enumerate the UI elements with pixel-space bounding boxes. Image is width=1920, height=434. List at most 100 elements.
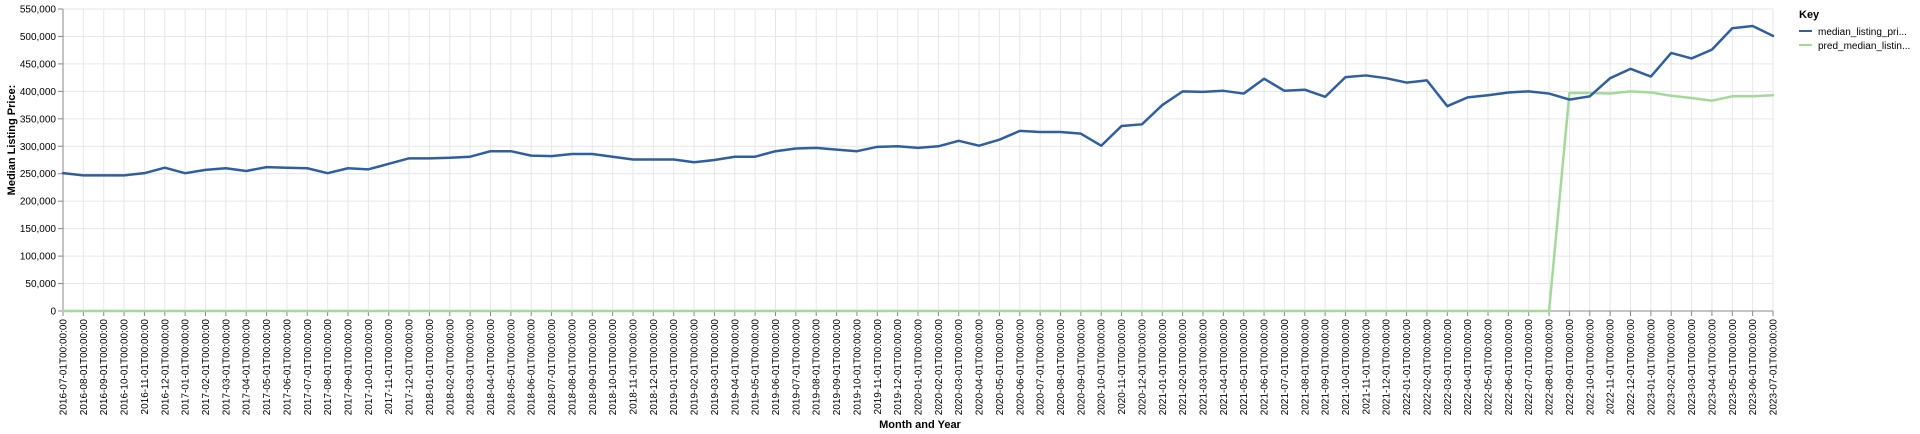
x-tick-label: 2019-12-01T00:00:00 [893,319,904,416]
x-tick-label: 2016-08-01T00:00:00 [79,319,90,416]
x-tick-label: 2021-04-01T00:00:00 [1219,319,1230,416]
x-tick-label: 2022-05-01T00:00:00 [1484,319,1495,416]
x-tick-label: 2019-09-01T00:00:00 [832,319,843,416]
x-tick-label: 2023-05-01T00:00:00 [1728,319,1739,416]
x-tick-label: 2018-03-01T00:00:00 [466,319,477,416]
x-tick-label: 2022-06-01T00:00:00 [1504,319,1515,416]
legend-label-median: median_listing_pri... [1818,27,1907,38]
x-tick-label: 2016-11-01T00:00:00 [140,319,151,415]
x-tick-label: 2021-05-01T00:00:00 [1239,319,1250,416]
x-tick-label: 2021-12-01T00:00:00 [1382,319,1393,416]
x-axis-title: Month and Year [879,419,961,431]
x-tick-label: 2023-04-01T00:00:00 [1707,319,1718,416]
x-tick-label: 2018-05-01T00:00:00 [506,319,517,416]
x-tick-label: 2017-07-01T00:00:00 [303,319,314,416]
x-tick-label: 2023-07-01T00:00:00 [1769,319,1780,416]
x-tick-label: 2022-02-01T00:00:00 [1422,319,1433,416]
x-tick-label: 2021-01-01T00:00:00 [1158,319,1169,416]
grid-layer [62,8,1774,312]
x-tick-label: 2017-12-01T00:00:00 [405,319,416,416]
x-tick-label: 2016-10-01T00:00:00 [120,319,131,416]
x-tick-label: 2016-07-01T00:00:00 [59,319,70,416]
x-tick-label: 2022-10-01T00:00:00 [1585,319,1596,416]
x-tick-label: 2020-02-01T00:00:00 [934,319,945,416]
legend: Key median_listing_pri... pred_median_li… [1799,9,1910,52]
series-layer [61,24,1775,313]
x-tick-label: 2020-11-01T00:00:00 [1117,319,1128,415]
x-tick-label: 2019-08-01T00:00:00 [812,319,823,416]
x-tick-label: 2021-11-01T00:00:00 [1361,319,1372,415]
x-tick-label: 2022-03-01T00:00:00 [1443,319,1454,416]
x-tick-label: 2020-12-01T00:00:00 [1137,319,1148,416]
y-tick-label: 400,000 [20,87,57,98]
x-tick-label: 2017-02-01T00:00:00 [201,319,212,416]
x-tick-label: 2021-03-01T00:00:00 [1199,319,1210,416]
x-tick-label: 2017-11-01T00:00:00 [384,319,395,415]
x-tick-label: 2018-02-01T00:00:00 [445,319,456,416]
x-tick-label: 2019-10-01T00:00:00 [852,319,863,416]
y-tick-label: 100,000 [20,252,57,263]
x-tick-label: 2017-08-01T00:00:00 [323,319,334,416]
y-tick-label: 50,000 [25,279,56,290]
legend-title: Key [1799,9,1820,21]
x-tick-label: 2020-06-01T00:00:00 [1015,319,1026,416]
x-tick-label: 2020-03-01T00:00:00 [954,319,965,416]
x-tick-label: 2023-03-01T00:00:00 [1687,319,1698,416]
x-tick-label: 2021-08-01T00:00:00 [1300,319,1311,416]
x-tick-label: 2018-08-01T00:00:00 [567,319,578,416]
x-tick-label: 2018-12-01T00:00:00 [649,319,660,416]
x-tick-label: 2019-07-01T00:00:00 [791,319,802,416]
x-tick-label: 2018-11-01T00:00:00 [629,319,640,415]
x-tick-label: 2022-07-01T00:00:00 [1524,319,1535,416]
x-tick-label: 2019-04-01T00:00:00 [730,319,741,416]
x-tick-label: 2021-09-01T00:00:00 [1321,319,1332,416]
x-tick-label: 2017-01-01T00:00:00 [181,319,192,416]
x-tick-label: 2020-01-01T00:00:00 [914,319,925,416]
x-tick-label: 2018-10-01T00:00:00 [608,319,619,416]
x-tick-label: 2018-07-01T00:00:00 [547,319,558,416]
y-tick-label: 350,000 [20,114,57,125]
x-tick-label: 2017-10-01T00:00:00 [364,319,375,416]
y-tick-label: 300,000 [20,142,57,153]
x-tick-label: 2019-06-01T00:00:00 [771,319,782,416]
x-tick-label: 2018-04-01T00:00:00 [486,319,497,416]
x-tick-label: 2021-06-01T00:00:00 [1260,319,1271,416]
y-tick-label: 200,000 [20,197,57,208]
x-tick-label: 2019-03-01T00:00:00 [710,319,721,416]
x-tick-label: 2020-07-01T00:00:00 [1036,319,1047,416]
x-tick-label: 2017-06-01T00:00:00 [282,319,293,416]
x-tick-label: 2019-01-01T00:00:00 [669,319,680,416]
x-tick-label: 2022-11-01T00:00:00 [1606,319,1617,415]
x-tick-label: 2022-04-01T00:00:00 [1463,319,1474,416]
x-tick-label: 2022-12-01T00:00:00 [1626,319,1637,416]
x-tick-label: 2022-09-01T00:00:00 [1565,319,1576,416]
x-tick-label: 2021-02-01T00:00:00 [1178,319,1189,416]
x-tick-label: 2017-04-01T00:00:00 [242,319,253,416]
x-tick-label: 2016-12-01T00:00:00 [160,319,171,416]
x-tick-label: 2016-09-01T00:00:00 [99,319,110,416]
y-tick-label: 0 [50,307,56,318]
x-tick-label: 2022-01-01T00:00:00 [1402,319,1413,416]
x-tick-label: 2021-07-01T00:00:00 [1280,319,1291,416]
x-tick-label: 2020-05-01T00:00:00 [995,319,1006,416]
x-tick-label: 2018-09-01T00:00:00 [588,319,599,416]
x-tick-label: 2023-02-01T00:00:00 [1667,319,1678,416]
legend-label-pred: pred_median_listin... [1818,41,1910,52]
x-tick-label: 2020-04-01T00:00:00 [975,319,986,416]
x-tick-label: 2019-11-01T00:00:00 [873,319,884,415]
y-tick-label: 450,000 [20,59,57,70]
y-tick-label: 500,000 [20,32,57,43]
x-tick-label: 2021-10-01T00:00:00 [1341,319,1352,416]
x-tick-label: 2017-05-01T00:00:00 [262,319,273,416]
x-tick-label: 2020-08-01T00:00:00 [1056,319,1067,416]
x-tick-label: 2018-01-01T00:00:00 [425,319,436,416]
x-tick-label: 2019-05-01T00:00:00 [751,319,762,416]
x-tick-label: 2018-06-01T00:00:00 [527,319,538,416]
axis-layer: 2016-07-01T00:00:00 2016-08-01T00:00:00 20… [20,5,1780,416]
x-tick-label: 2020-10-01T00:00:00 [1097,319,1108,416]
y-axis-title: Median Listing Price: [6,85,18,196]
x-tick-label: 2020-09-01T00:00:00 [1076,319,1087,416]
series-line-median-listing-price [61,24,1775,177]
series-line-pred-median-listing-price [61,90,1775,313]
